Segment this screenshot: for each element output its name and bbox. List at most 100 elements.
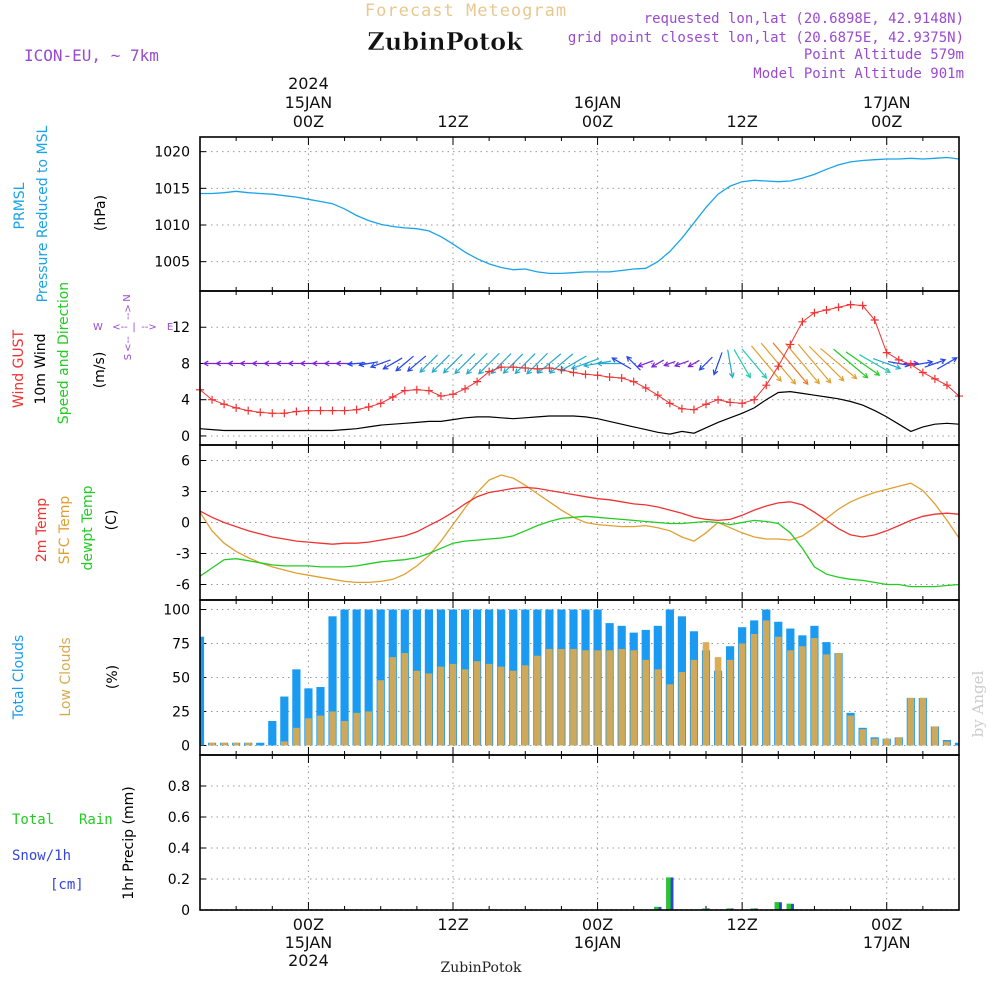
top-time-label: 12Z bbox=[437, 112, 468, 131]
temperature-panel: -6 -3 0 3 6 bbox=[176, 444, 960, 601]
y-tick-label: 6 bbox=[181, 454, 190, 470]
low-cloud-bar bbox=[654, 669, 662, 746]
wind-direction-arrow bbox=[924, 358, 947, 368]
low-cloud-bar bbox=[329, 711, 336, 746]
gust-marker bbox=[858, 301, 867, 310]
low-cloud-bar bbox=[919, 697, 927, 746]
gust-marker bbox=[569, 368, 578, 377]
gust-marker bbox=[726, 398, 735, 407]
temp-sfc-label: SFC Temp bbox=[57, 496, 73, 565]
watermark: by Angel bbox=[969, 670, 987, 737]
gust-marker bbox=[292, 407, 301, 416]
gust-marker bbox=[352, 405, 361, 414]
top-time-label: 2024 bbox=[288, 74, 329, 93]
low-cloud-bar bbox=[678, 672, 686, 746]
y-tick-label: 4 bbox=[181, 393, 190, 409]
bottom-time-label: 00Z bbox=[871, 915, 902, 934]
gust-marker bbox=[412, 385, 421, 394]
top-time-label: 00Z bbox=[871, 112, 902, 131]
gust-marker bbox=[714, 395, 723, 404]
y-tick-label: -6 bbox=[176, 578, 190, 594]
panel-border bbox=[199, 754, 960, 911]
gust-marker bbox=[629, 377, 638, 386]
low-clouds-label: Low Clouds bbox=[58, 637, 74, 716]
footer-station: ZubinPotok bbox=[440, 960, 522, 976]
gust-marker bbox=[918, 368, 927, 377]
top-time-label: 00Z bbox=[582, 112, 613, 131]
low-cloud-bar bbox=[244, 742, 252, 746]
chart-supertitle: Forecast Meteogram bbox=[365, 1, 567, 21]
y-tick-label: 0.6 bbox=[168, 810, 190, 826]
wind-direction-arrow bbox=[859, 354, 891, 373]
cloud-unit: (%) bbox=[105, 665, 121, 689]
wind-direction-arrow bbox=[650, 359, 664, 368]
y-tick-label: 1020 bbox=[154, 145, 190, 161]
gust-marker bbox=[653, 391, 662, 400]
model-altitude: Model Point Altitude 901m bbox=[753, 66, 964, 82]
top-time-label: 00Z bbox=[293, 112, 324, 131]
bottom-time-label: 17JAN bbox=[863, 933, 911, 952]
compass-east-arrow: --> bbox=[141, 322, 157, 333]
compass-west: W bbox=[93, 322, 103, 333]
gust-marker bbox=[810, 308, 819, 317]
low-cloud-bar bbox=[774, 636, 782, 746]
gust-marker bbox=[497, 363, 506, 372]
low-cloud-bar bbox=[642, 659, 650, 746]
wind-10m-label: 10m Wind bbox=[33, 333, 49, 404]
low-cloud-bar bbox=[220, 742, 228, 746]
y-tick-label: -3 bbox=[176, 547, 190, 563]
compass-east: E bbox=[167, 322, 173, 333]
total-cloud-bar bbox=[340, 609, 349, 746]
gust-marker bbox=[208, 395, 217, 404]
low-cloud-bar bbox=[425, 673, 433, 746]
requested-coords: requested lon,lat (20.6898E, 42.9148N) bbox=[644, 11, 964, 27]
precip-axis-label: 1hr Precip (mm) bbox=[121, 786, 137, 899]
gust-marker bbox=[930, 374, 939, 383]
gust-marker bbox=[256, 408, 265, 417]
gust-marker bbox=[689, 405, 698, 414]
precip-snow-unit: [cm] bbox=[50, 877, 84, 893]
temp-2m-line bbox=[199, 486, 960, 545]
wind-gust-line bbox=[199, 304, 960, 414]
wind-direction-arrow bbox=[431, 354, 451, 373]
low-cloud-bar bbox=[883, 738, 891, 746]
low-cloud-bar bbox=[726, 659, 734, 746]
wind-direction-arrow bbox=[478, 352, 500, 375]
precip-total-label: Total bbox=[12, 812, 54, 828]
y-tick-label: 50 bbox=[172, 671, 190, 687]
y-tick-label: 3 bbox=[181, 485, 190, 501]
y-tick-label: 12 bbox=[172, 320, 190, 336]
gust-marker bbox=[798, 317, 807, 326]
low-cloud-bar bbox=[461, 669, 469, 746]
total-cloud-bar bbox=[256, 742, 265, 746]
wind-panel: 0 4 8 12 bbox=[172, 290, 963, 446]
top-time-label: 12Z bbox=[726, 112, 757, 131]
low-cloud-bar bbox=[931, 726, 939, 746]
y-tick-label: 0 bbox=[181, 738, 190, 754]
low-cloud-bar bbox=[401, 653, 409, 746]
top-time-label: 17JAN bbox=[863, 93, 911, 112]
total-cloud-bar bbox=[352, 609, 361, 746]
station-title: ZubinPotok bbox=[367, 27, 524, 56]
wind-speed-line bbox=[199, 390, 960, 435]
total-cloud-bar bbox=[364, 609, 373, 746]
low-cloud-bar bbox=[594, 650, 601, 746]
low-cloud-bar bbox=[750, 633, 758, 746]
low-cloud-bar bbox=[365, 711, 372, 746]
gust-marker bbox=[485, 367, 494, 376]
total-cloud-bar bbox=[200, 636, 205, 746]
low-cloud-bar bbox=[835, 653, 842, 746]
gust-marker bbox=[545, 364, 554, 372]
low-cloud-bar bbox=[485, 663, 493, 746]
y-tick-label: 1015 bbox=[154, 181, 190, 197]
gust-marker bbox=[340, 406, 349, 415]
low-cloud-bar bbox=[208, 742, 216, 746]
top-time-label: 15JAN bbox=[285, 93, 333, 112]
temperature-ylabels: 2m Temp SFC Temp dewpt Temp (C) bbox=[34, 485, 120, 570]
y-tick-label: 1010 bbox=[154, 218, 190, 234]
wind-direction-arrow bbox=[406, 355, 427, 372]
compass-south: S bbox=[123, 354, 134, 360]
gust-marker bbox=[581, 370, 590, 379]
precip-rain-bar bbox=[666, 877, 671, 910]
